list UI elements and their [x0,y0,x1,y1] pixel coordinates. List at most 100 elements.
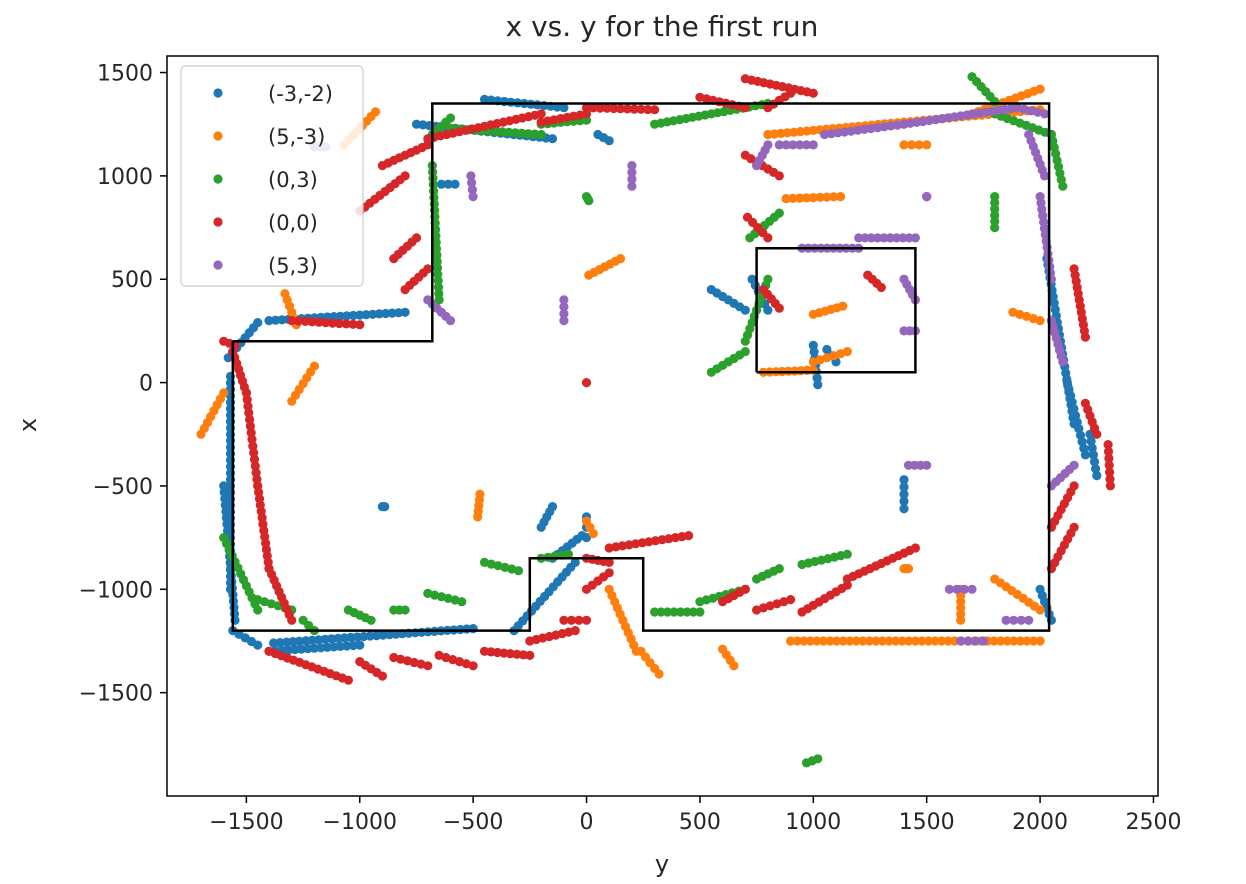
data-point [287,316,297,326]
data-point [763,233,773,243]
data-point [627,174,637,184]
legend-label: (-3,-2) [268,82,333,106]
series-2 [219,72,1068,768]
data-point [996,636,1006,646]
data-point [303,644,313,654]
data-point [956,636,966,646]
data-point [854,233,864,243]
data-point [530,129,540,139]
data-point [609,103,619,114]
data-point [559,309,569,319]
series-4 [309,103,1079,646]
data-point [250,461,260,471]
data-point [361,310,371,320]
data-point [445,113,456,123]
legend-marker [213,131,223,141]
data-point [774,303,784,313]
data-point [343,675,353,685]
data-point [355,320,365,330]
x-axis: −1500 −1000 −500 0 500 1000 1500 2000 2500 [209,796,1181,835]
boundary-polygon-1 [755,246,917,374]
data-point [899,504,909,514]
data-point [917,636,927,646]
data-point [468,192,478,202]
chart-title: x vs. y for the first run [506,10,819,43]
data-point [1105,474,1115,484]
data-point [615,104,626,114]
data-point [1086,436,1096,446]
data-point [243,401,253,411]
data-point [740,103,750,113]
data-point [627,161,637,171]
data-point [629,104,639,114]
legend-marker [213,88,223,98]
y-tick-label: 1500 [97,62,153,87]
data-point [978,636,989,646]
data-point [788,140,798,150]
data-point [581,378,592,388]
legend-label: (0,0) [268,211,318,235]
legend-label: (5,3) [268,254,318,278]
data-point [781,140,791,150]
data-point [366,615,376,625]
data-point [1035,636,1045,646]
data-point [588,103,598,113]
data-point [1016,615,1026,625]
data-point [570,557,580,568]
data-point [247,434,257,444]
data-point [219,388,229,398]
y-tick-label: 0 [139,372,153,397]
data-point [1022,636,1032,646]
legend-label: (5,-3) [268,125,325,149]
data-point [468,661,478,671]
data-point [309,643,319,653]
data-point [1103,446,1114,457]
data-point [989,636,999,646]
data-point [334,318,344,329]
data-point [825,636,835,646]
data-point [858,636,868,646]
data-point [523,129,533,139]
series-3 [219,74,1115,685]
data-point [348,310,358,321]
data-point [910,636,921,646]
data-point [394,308,404,318]
data-point [581,533,592,543]
data-point [581,103,592,113]
data-point [513,566,524,576]
data-point [1105,467,1115,477]
data-point [684,531,694,541]
data-point [1105,481,1115,491]
x-tick-label: 1500 [899,810,955,835]
data-point [922,460,932,470]
data-point [627,167,637,177]
x-tick-label: −500 [443,810,503,835]
data-point [566,615,577,625]
data-point [922,192,932,202]
data-point [891,233,902,243]
data-point [547,502,558,512]
data-point [300,316,310,326]
data-point [729,661,739,671]
data-point [774,208,784,218]
data-point [1104,453,1114,463]
data-point [899,489,909,499]
data-point [956,615,966,625]
y-tick-label: 500 [111,268,153,293]
data-point [381,308,391,319]
data-point [423,661,433,671]
data-point [891,636,901,646]
data-point [335,641,345,652]
data-point [563,549,574,559]
data-point [604,557,614,568]
data-point [473,512,483,522]
data-point [249,448,259,458]
data-point [904,636,914,646]
data-point [801,140,812,150]
data-point [1009,636,1019,646]
data-point [923,636,934,646]
x-tick-label: 500 [679,810,721,835]
data-point [1087,443,1097,453]
legend-marker [213,174,223,184]
data-point [584,196,594,206]
